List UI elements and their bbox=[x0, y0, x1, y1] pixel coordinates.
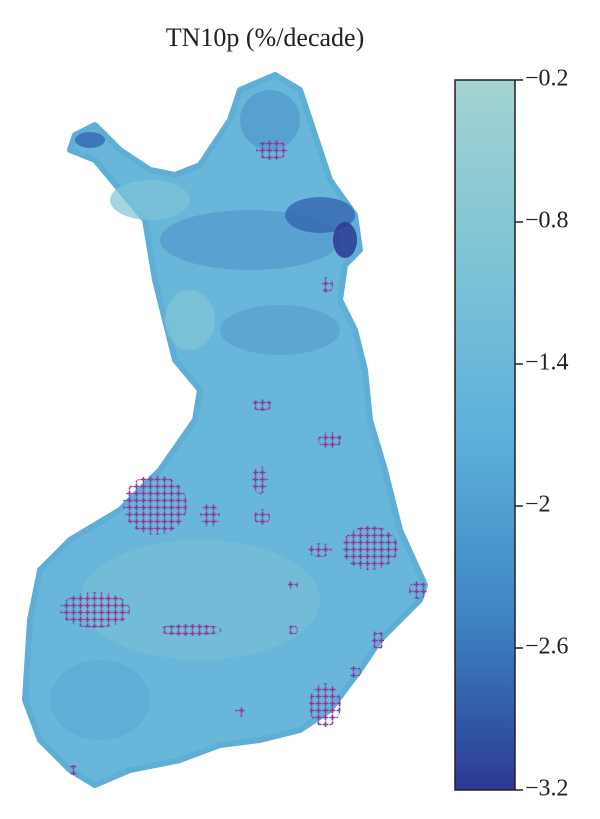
colorbar-tick-label: −1.4 bbox=[525, 350, 569, 376]
colorbar bbox=[454, 79, 516, 791]
colorbar-tick-label: −0.8 bbox=[525, 208, 569, 234]
finland-map bbox=[22, 72, 428, 788]
colorbar-tick-label: −2 bbox=[525, 492, 551, 518]
colorbar-tick-label: −2.6 bbox=[525, 634, 569, 660]
map-title: TN10p (%/decade) bbox=[166, 23, 365, 52]
colorbar-tick-label: −0.2 bbox=[525, 66, 569, 92]
colorbar-tick-label: −3.2 bbox=[525, 776, 569, 802]
significance-hatching bbox=[60, 140, 427, 775]
